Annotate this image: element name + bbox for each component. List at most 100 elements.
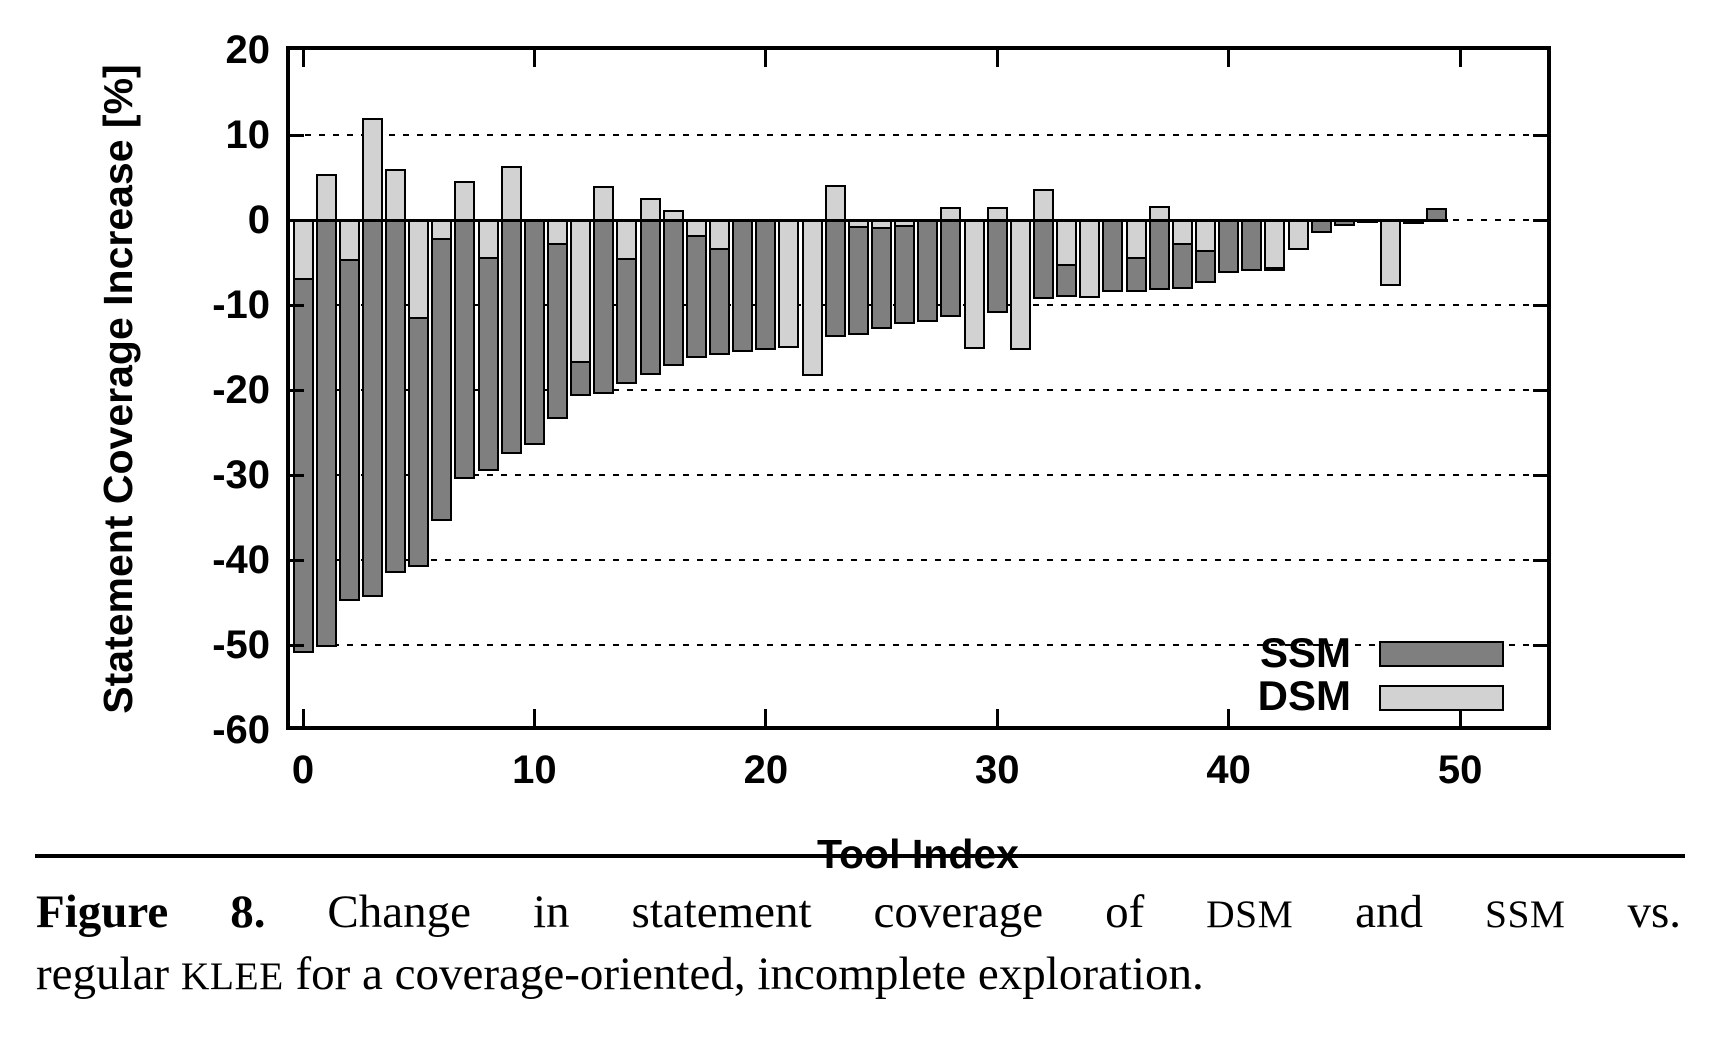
caption-rule (35, 854, 1685, 858)
right-tick--40 (1533, 558, 1547, 562)
legend-label-dsm: DSM (1257, 672, 1351, 719)
ssm-bar-27 (917, 218, 939, 322)
dsm-bar-43 (1287, 218, 1309, 251)
y-tick-label--40: -40 (212, 538, 270, 582)
y-tick-label--10: -10 (212, 283, 270, 327)
dsm-bar-3 (361, 118, 383, 222)
top-tick-20 (764, 50, 768, 67)
ssm-bar-16 (662, 218, 684, 366)
ssm-bar-13 (593, 218, 615, 395)
caption-segment: KLEE (180, 954, 284, 998)
dsm-bar-36 (1125, 218, 1147, 259)
bottom-tick-10 (532, 709, 536, 726)
dsm-bar-12 (570, 218, 592, 363)
dsm-bar-23 (824, 185, 846, 222)
y-tick-label--20: -20 (212, 368, 270, 412)
dsm-bar-13 (593, 186, 615, 222)
caption-segment: regular (36, 948, 181, 1000)
gridline-y-10 (291, 134, 1547, 136)
dsm-bar-39 (1195, 218, 1217, 253)
y-tick-label-20: 20 (225, 28, 271, 72)
ssm-bar-25 (871, 218, 893, 330)
legend-swatch-dsm (1379, 685, 1504, 711)
ssm-bar-30 (986, 218, 1008, 314)
zero-axis-line (292, 218, 1448, 222)
x-tick-label-30: 30 (975, 748, 1020, 792)
right-tick--10 (1533, 303, 1547, 307)
right-tick-0 (1533, 218, 1547, 222)
ssm-bar-4 (385, 218, 407, 574)
ssm-bar-20 (755, 218, 777, 350)
bottom-tick-30 (995, 709, 999, 726)
ssm-bar-19 (732, 218, 754, 353)
left-tick--30 (290, 473, 304, 477)
dsm-bar-2 (338, 218, 360, 262)
right-tick--20 (1533, 388, 1547, 392)
top-tick-10 (532, 50, 536, 67)
ssm-bar-2 (338, 218, 360, 601)
ssm-bar-15 (639, 218, 661, 376)
x-tick-label-40: 40 (1206, 748, 1251, 792)
ssm-bar-0 (292, 218, 314, 654)
ssm-bar-1 (315, 218, 337, 648)
ssm-bar-23 (824, 218, 846, 338)
bottom-tick-40 (1227, 709, 1231, 726)
caption-segment: Figure 8. (36, 886, 266, 938)
left-tick--10 (290, 303, 304, 307)
caption-line-2: regular KLEE for a coverage-oriented, in… (36, 946, 1681, 1004)
ssm-bar-7 (454, 218, 476, 480)
x-tick-label-20: 20 (743, 748, 789, 792)
gridline-y--20 (291, 389, 1547, 391)
dsm-bar-47 (1380, 218, 1402, 287)
caption-segment: for a coverage-oriented, incomplete expl… (283, 948, 1204, 1000)
caption-segment: Change in statement coverage of (265, 886, 1207, 938)
dsm-bar-8 (477, 218, 499, 259)
ssm-bar-37 (1148, 218, 1170, 291)
dsm-bar-7 (454, 181, 476, 222)
dsm-bar-5 (408, 218, 430, 320)
legend-swatch-ssm (1379, 641, 1504, 667)
right-tick-10 (1533, 133, 1547, 137)
right-tick--30 (1533, 473, 1547, 477)
dsm-bar-42 (1264, 218, 1286, 270)
ssm-bar-9 (500, 218, 522, 455)
x-tick-label-50: 50 (1437, 748, 1483, 792)
plot-frame (286, 46, 1551, 730)
gridline-y--40 (291, 559, 1547, 561)
y-tick-label-0: 0 (247, 198, 270, 242)
ssm-bar-41 (1241, 218, 1263, 271)
x-tick-label-10: 10 (512, 748, 557, 792)
x-tick-label-0: 0 (291, 748, 315, 792)
dsm-bar-0 (292, 218, 314, 281)
ssm-bar-40 (1218, 218, 1240, 274)
dsm-bar-32 (1033, 188, 1055, 222)
dsm-bar-38 (1171, 218, 1193, 246)
dsm-bar-22 (801, 218, 823, 377)
dsm-bar-33 (1056, 218, 1078, 266)
dsm-bar-6 (431, 218, 453, 241)
y-tick-label--50: -50 (212, 623, 270, 667)
dsm-bar-31 (1009, 218, 1031, 350)
top-tick-0 (301, 50, 305, 67)
bottom-tick-0 (301, 709, 305, 726)
gridline-y--30 (291, 474, 1547, 476)
top-tick-40 (1227, 50, 1231, 67)
left-tick--40 (290, 558, 304, 562)
dsm-bar-18 (709, 218, 731, 251)
dsm-bar-14 (616, 218, 638, 260)
y-tick-label--60: -60 (212, 708, 270, 752)
ssm-bar-11 (547, 218, 569, 419)
top-tick-50 (1458, 50, 1462, 67)
ssm-bar-17 (685, 218, 707, 358)
ssm-bar-24 (847, 218, 869, 335)
right-tick--50 (1533, 643, 1547, 647)
dsm-bar-4 (385, 169, 407, 222)
y-tick-label-10: 10 (225, 113, 271, 157)
caption-line-1: Figure 8. Change in statement coverage o… (36, 884, 1681, 942)
ssm-bar-6 (431, 218, 453, 521)
dsm-bar-9 (500, 165, 522, 222)
y-tick-label--30: -30 (212, 453, 270, 497)
left-tick--20 (290, 388, 304, 392)
top-tick-30 (995, 50, 999, 67)
